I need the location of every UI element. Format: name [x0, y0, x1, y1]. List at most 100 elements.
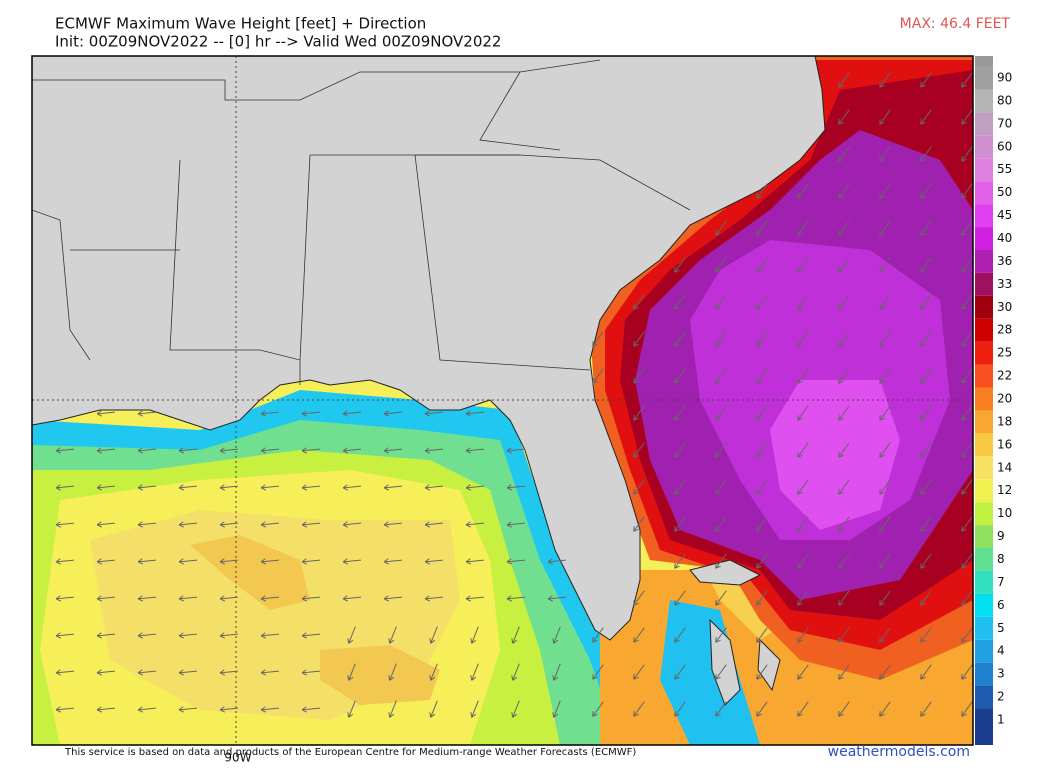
- arrow: [715, 331, 727, 347]
- arrow: [920, 183, 932, 199]
- title: ECMWF Maximum Wave Height [feet] + Direc…: [55, 15, 426, 33]
- arrow: [715, 294, 727, 310]
- colorbar-label: 3: [997, 667, 1005, 681]
- colorbar-band: [975, 662, 993, 686]
- colorbar-label: 70: [997, 116, 1012, 130]
- arrow: [511, 700, 520, 718]
- colorbar-band: [975, 295, 993, 319]
- arrow: [838, 627, 850, 643]
- arrow: [920, 664, 932, 680]
- arrow: [552, 700, 561, 718]
- colorbar-band: [975, 135, 993, 159]
- arrow: [961, 405, 973, 421]
- arrow: [961, 664, 973, 680]
- arrow: [301, 669, 321, 676]
- colorbar-band: [975, 158, 993, 182]
- arrow: [470, 626, 479, 644]
- arrow: [342, 484, 362, 491]
- arrow: [342, 447, 362, 454]
- colorbar-band: [975, 204, 993, 228]
- arrow: [674, 331, 686, 347]
- arrow: [55, 521, 75, 528]
- colorbar-label: 6: [997, 598, 1005, 612]
- arrow: [301, 706, 321, 713]
- arrow: [301, 521, 321, 528]
- arrow: [879, 183, 891, 199]
- arrow: [797, 220, 809, 236]
- colorbar-band: [975, 112, 993, 136]
- colorbar-band: [975, 456, 993, 480]
- arrow: [383, 410, 403, 417]
- map-frame: [31, 55, 974, 746]
- arrow: [715, 479, 727, 495]
- arrow: [511, 626, 520, 644]
- arrow: [715, 368, 727, 384]
- colorbar-label: 60: [997, 139, 1012, 153]
- arrow: [301, 595, 321, 602]
- colorbar-band: [975, 548, 993, 571]
- subtitle: Init: 00Z09NOV2022 -- [0] hr --> Valid W…: [55, 33, 501, 51]
- colorbar-label: 25: [997, 346, 1012, 360]
- colorbar-label: 36: [997, 254, 1012, 268]
- arrow: [383, 595, 403, 602]
- arrow: [424, 484, 444, 491]
- colorbar-label: 10: [997, 506, 1012, 520]
- arrow: [838, 331, 850, 347]
- arrow: [633, 442, 645, 458]
- arrow: [961, 442, 973, 458]
- arrow: [920, 220, 932, 236]
- colorbar-label: 4: [997, 644, 1005, 658]
- colorbar-band: [975, 66, 993, 90]
- arrow: [961, 72, 973, 88]
- arrow: [592, 368, 604, 384]
- arrow: [879, 331, 891, 347]
- colorbar-band: [975, 341, 993, 365]
- land: [32, 56, 826, 641]
- arrow: [260, 521, 280, 528]
- arrow: [260, 669, 280, 676]
- arrow: [301, 558, 321, 565]
- colorbar-band: [975, 89, 993, 113]
- arrow: [879, 72, 891, 88]
- colorbar-label: 28: [997, 323, 1012, 337]
- arrow: [465, 447, 485, 454]
- arrow: [920, 146, 932, 162]
- arrow: [756, 664, 768, 680]
- colorbar: 1234567891012141618202225283033364045505…: [975, 56, 1012, 745]
- colorbar-label: 14: [997, 460, 1012, 474]
- arrow: [219, 595, 239, 602]
- colorbar-cap: [975, 56, 993, 67]
- colorbar-label: 80: [997, 93, 1012, 107]
- arrow: [920, 701, 932, 717]
- wave-band: [320, 645, 440, 705]
- arrow: [260, 447, 280, 454]
- arrow: [920, 368, 932, 384]
- arrow: [674, 664, 686, 680]
- arrow: [388, 700, 397, 718]
- arrow: [920, 516, 932, 532]
- arrow: [715, 701, 727, 717]
- arrow: [756, 627, 768, 643]
- arrow: [552, 663, 561, 681]
- arrow: [879, 701, 891, 717]
- watermark: weathermodels.com: [828, 744, 970, 760]
- colorbar-label: 22: [997, 369, 1012, 383]
- arrow: [920, 405, 932, 421]
- arrow: [756, 516, 768, 532]
- arrow: [838, 479, 850, 495]
- credit: This service is based on data and produc…: [64, 747, 636, 758]
- arrow: [547, 558, 567, 565]
- arrow: [429, 663, 438, 681]
- arrow: [219, 447, 239, 454]
- colorbar-label: 7: [997, 575, 1005, 589]
- arrow: [347, 626, 356, 644]
- arrow: [383, 484, 403, 491]
- arrow: [178, 669, 198, 676]
- wave-band: [190, 535, 310, 610]
- arrow: [674, 479, 686, 495]
- arrow: [838, 516, 850, 532]
- arrow: [301, 484, 321, 491]
- arrow: [797, 405, 809, 421]
- arrow: [756, 183, 768, 199]
